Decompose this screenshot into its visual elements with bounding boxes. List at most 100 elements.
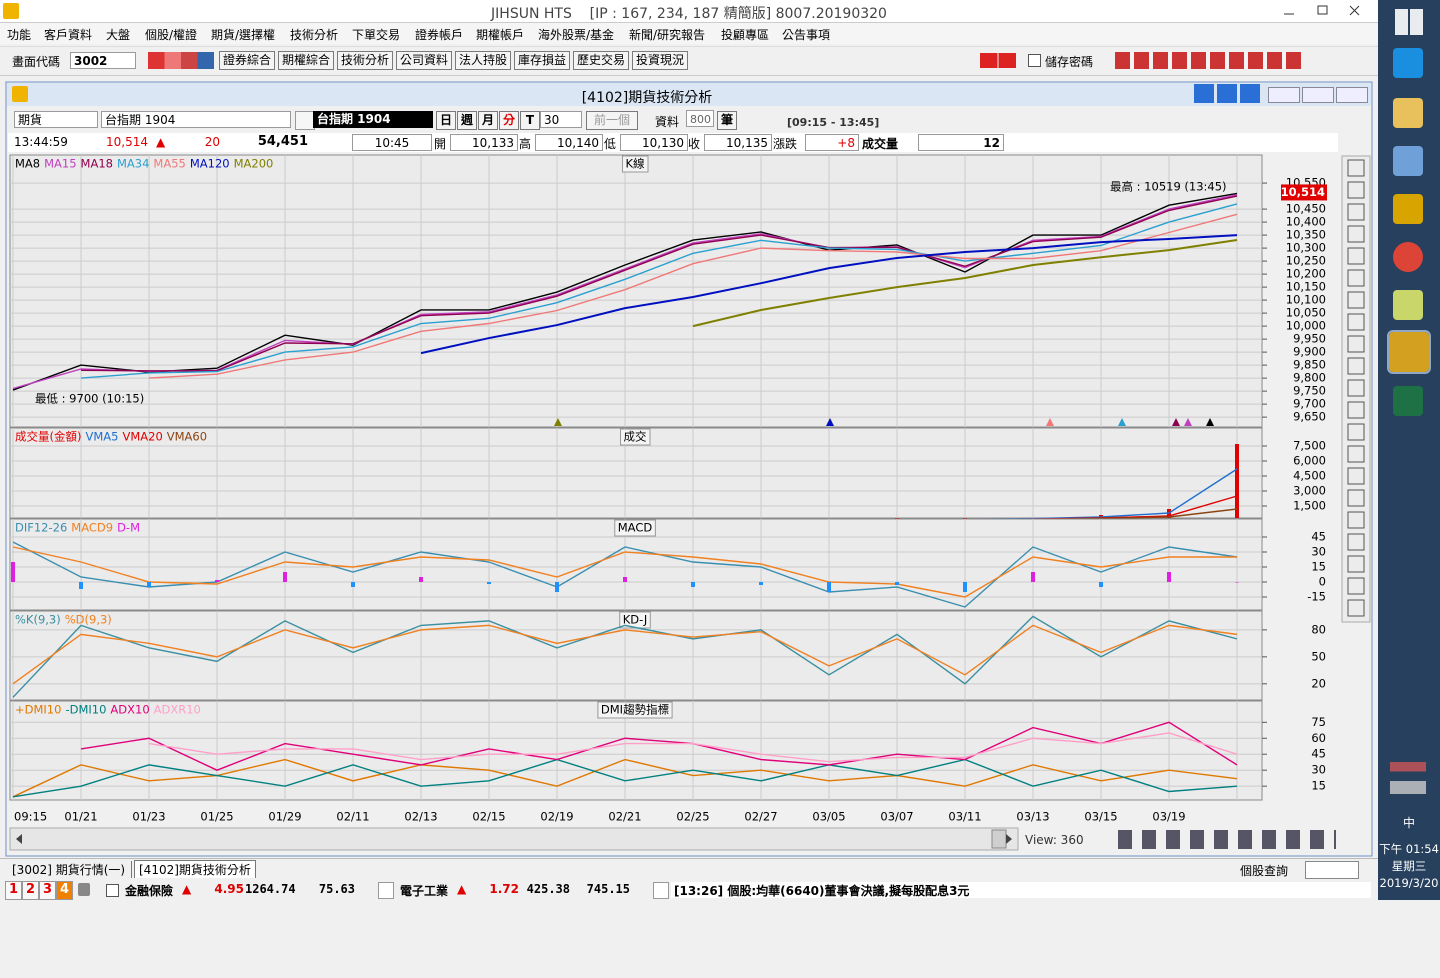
period-button[interactable]: 週 [457,111,477,130]
close[interactable] [1349,5,1360,16]
legend-entry: D-M [117,521,140,535]
inner-close[interactable] [1336,87,1368,103]
draw-tool[interactable] [1347,533,1365,551]
tab[interactable]: [3002] 期貨行情(一) [6,861,133,878]
stock-query-input[interactable] [1305,861,1359,879]
menu-item[interactable]: 客戶資料 [44,28,93,42]
menu-item[interactable]: 海外股票/基金 [538,28,615,42]
draw-tool[interactable] [1347,313,1365,331]
page-button[interactable]: 1 [5,881,22,900]
code-input[interactable]: 3002 [70,52,136,69]
menu-item[interactable]: 下單交易 [352,28,401,42]
app-explorer[interactable] [1393,98,1423,128]
draw-tool[interactable] [1347,291,1365,309]
tool-icons[interactable] [148,52,214,69]
checkbox[interactable] [1028,54,1041,67]
bar [827,582,831,592]
interval-select[interactable]: 30 [540,111,582,128]
menu-item[interactable]: 投顧專區 [721,28,770,42]
menu-item[interactable]: 期權帳戶 [476,28,525,42]
draw-tool[interactable] [1347,577,1365,595]
tool-icons-right[interactable] [1115,52,1301,69]
ime[interactable]: 中 [1402,816,1415,830]
save-password[interactable]: 儲存密碼 [1045,55,1094,69]
app-ie[interactable] [1393,48,1423,78]
tray-icons[interactable] [1390,762,1426,794]
page-button[interactable]: 2 [22,881,39,900]
restore[interactable] [1317,5,1328,15]
clock-weekday[interactable]: 星期三 [1391,859,1427,873]
app-notes[interactable] [1393,290,1423,320]
menu-item[interactable]: 新聞/研究報告 [629,28,706,42]
window-controls[interactable] [1270,2,1378,20]
draw-tool[interactable] [1347,445,1365,463]
clock-date[interactable]: 2019/3/20 [1379,876,1439,890]
view-tools[interactable] [1118,830,1336,849]
menu-item[interactable]: 證券帳戶 [415,28,464,42]
search-button[interactable] [295,111,315,130]
app-crown[interactable] [1393,194,1423,224]
news[interactable]: [13:26] 個股:均華(6640)董事會決議,擬每股配息3元 [674,884,970,898]
checkbox[interactable] [106,884,119,897]
page-button[interactable]: 3 [39,881,56,900]
draw-tool[interactable] [1347,159,1365,177]
period-button[interactable]: T [520,111,540,130]
app-hts[interactable] [1387,330,1431,374]
inner-max[interactable] [1302,87,1334,103]
bar [759,582,763,585]
inner-min[interactable] [1268,87,1300,103]
draw-tool[interactable] [1347,181,1365,199]
toolbar-button[interactable]: 法人持股 [455,51,511,70]
menu-item[interactable]: 期貨/選擇權 [211,28,276,42]
draw-tool[interactable] [1347,423,1365,441]
draw-tool[interactable] [1347,357,1365,375]
draw-tool[interactable] [1347,379,1365,397]
period-button[interactable]: 日 [436,111,456,130]
page-button[interactable]: 4 [56,881,73,900]
data-count[interactable]: 800 [686,110,714,127]
tab-active[interactable]: [4102]期貨技術分析 [134,860,256,878]
prev-button[interactable]: 前一個 [586,111,638,130]
menu-item[interactable]: 大盤 [106,28,131,42]
draw-tool[interactable] [1347,511,1365,529]
clock-time[interactable]: 下午 01:54 [1379,842,1439,856]
draw-tool[interactable] [1347,555,1365,573]
app-chrome[interactable] [1393,242,1423,272]
draw-tool[interactable] [1347,599,1365,617]
draw-tool[interactable] [1347,489,1365,507]
nav-icons[interactable] [980,53,1016,68]
draw-tool[interactable] [1347,247,1365,265]
draw-tool[interactable] [1347,225,1365,243]
draw-tool[interactable] [1347,269,1365,287]
scroll-thumb[interactable] [991,829,1007,849]
menu-item[interactable]: 技術分析 [290,28,339,42]
period-button[interactable]: 分 [499,111,519,130]
draw-tool[interactable] [1347,203,1365,221]
toolbar-button[interactable]: 公司資料 [396,51,452,70]
toolbar-button[interactable]: 歷史交易 [573,51,629,70]
app-excel[interactable] [1393,386,1423,416]
draw-tool[interactable] [1347,467,1365,485]
quote-time: 13:44:59 [14,135,68,149]
toolbar-button[interactable]: 投資現況 [632,51,688,70]
toolbar-button[interactable]: 證券綜合 [219,51,275,70]
app-paint[interactable] [1393,146,1423,176]
dropdown[interactable] [378,882,394,899]
menu-item[interactable]: 公告事項 [782,28,831,42]
scrollbar[interactable] [9,827,1019,851]
menu-item[interactable]: 功能 [7,28,32,42]
start-button[interactable] [1395,9,1423,35]
data-unit[interactable]: 筆 [717,111,737,130]
lock-icon[interactable] [78,883,90,896]
draw-tool[interactable] [1347,335,1365,353]
market-select[interactable]: 期貨 [14,111,98,128]
dropdown[interactable] [653,882,669,899]
symbol-input[interactable]: 台指期 1904 [101,111,291,128]
period-button[interactable]: 月 [478,111,498,130]
draw-tool[interactable] [1347,401,1365,419]
toolbar-button[interactable]: 技術分析 [337,51,393,70]
toolbar-button[interactable]: 庫存損益 [514,51,570,70]
toolbar-button[interactable]: 期權綜合 [278,51,334,70]
menu-item[interactable]: 個股/權證 [145,28,198,42]
inner-help-icons[interactable] [1194,84,1260,103]
